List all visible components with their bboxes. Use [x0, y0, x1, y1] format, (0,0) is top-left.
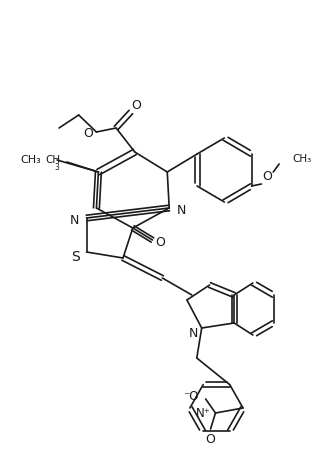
Text: O: O [206, 432, 215, 446]
Text: CH: CH [45, 155, 60, 165]
Text: N⁺: N⁺ [196, 406, 210, 420]
Text: N: N [69, 213, 79, 227]
Text: N: N [177, 203, 186, 217]
Text: O: O [83, 126, 94, 140]
Text: ⁻O: ⁻O [183, 389, 199, 403]
Text: S: S [71, 250, 80, 264]
Text: N: N [189, 326, 198, 340]
Text: O: O [262, 169, 272, 183]
Text: O: O [155, 236, 165, 248]
Text: 3: 3 [54, 163, 59, 172]
Text: CH₃: CH₃ [292, 154, 311, 164]
Text: O: O [131, 98, 141, 112]
Text: CH₃: CH₃ [20, 155, 41, 165]
